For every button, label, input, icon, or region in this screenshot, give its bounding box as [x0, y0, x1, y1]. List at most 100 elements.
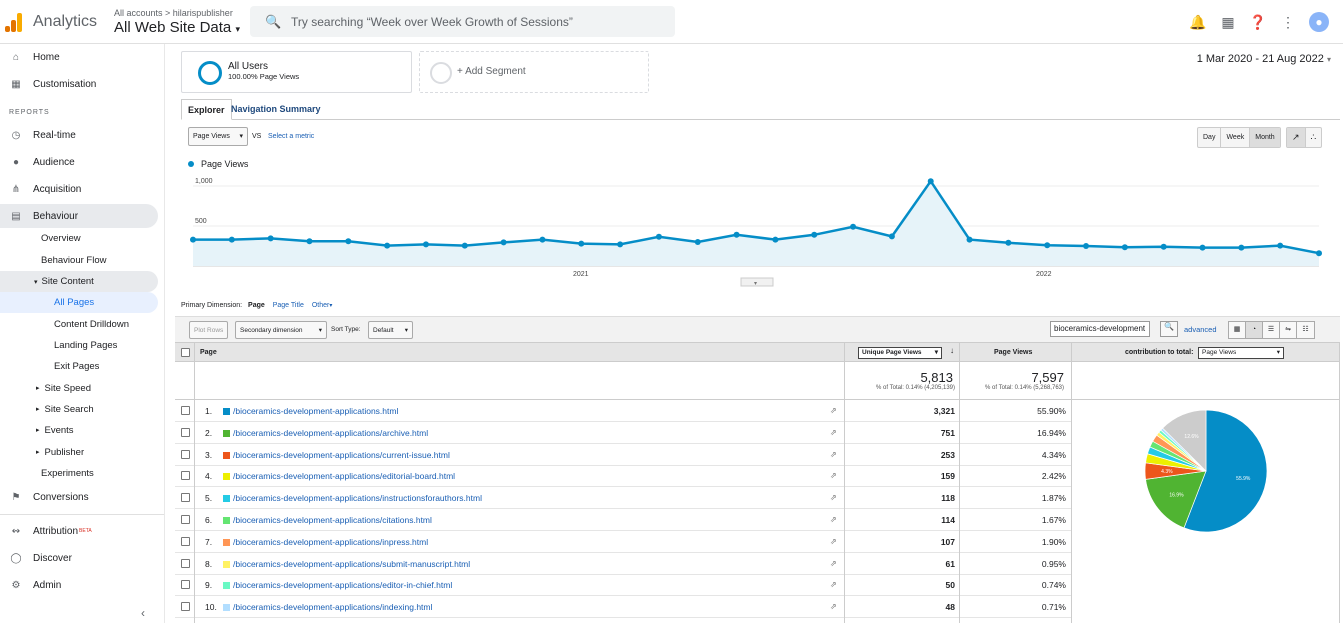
chart-point[interactable]	[1005, 239, 1012, 246]
chart-point[interactable]	[578, 240, 585, 247]
col-unique-page-views-select[interactable]: Unique Page Views ▾	[858, 347, 942, 359]
chart-point[interactable]	[811, 231, 818, 238]
chart-point[interactable]	[267, 235, 274, 242]
sidebar-item-realtime[interactable]: ◷ Real-time	[0, 124, 158, 146]
select-all-checkbox[interactable]	[181, 348, 190, 357]
col-page-header[interactable]: Page	[200, 349, 217, 356]
chart-point[interactable]	[1316, 250, 1322, 257]
open-external-link-icon[interactable]: ⇗	[830, 515, 837, 524]
open-external-link-icon[interactable]: ⇗	[830, 493, 837, 503]
row-page-link[interactable]: /bioceramics-development-applications/ci…	[233, 515, 432, 525]
open-external-link-icon[interactable]: ⇗	[830, 602, 837, 612]
chart-point[interactable]	[500, 239, 507, 246]
sidebar-item-exit-pages[interactable]: Exit Pages	[54, 360, 100, 372]
chart-point[interactable]	[850, 223, 857, 230]
open-external-link-icon[interactable]: ⇗	[830, 558, 837, 568]
tab-explorer[interactable]: Explorer	[181, 99, 232, 120]
sidebar-item-all-pages[interactable]: All Pages	[0, 292, 158, 313]
pie-slice[interactable]	[1145, 470, 1207, 529]
sidebar-item-behaviour[interactable]: ▤ Behaviour	[0, 204, 158, 228]
chart-point[interactable]	[888, 233, 895, 240]
segment-all-users[interactable]: All Users 100.00% Page Views	[181, 51, 412, 93]
sidebar-item-experiments[interactable]: Experiments	[41, 467, 94, 479]
sidebar-item-conversions[interactable]: ⚑ Conversions	[0, 486, 158, 508]
sidebar-item-content-drilldown[interactable]: Content Drilldown	[54, 318, 129, 330]
row-checkbox[interactable]	[181, 536, 190, 546]
chart-resize-handle[interactable]	[740, 277, 774, 287]
chart-point[interactable]	[1160, 243, 1167, 250]
chart-point[interactable]	[927, 178, 934, 185]
chart-point[interactable]	[1083, 243, 1090, 249]
sidebar-item-attribution[interactable]: ↭ Attribution BETA	[0, 520, 158, 542]
row-checkbox[interactable]	[181, 427, 190, 437]
sidebar-item-landing-pages[interactable]: Landing Pages	[54, 339, 118, 351]
pie-slice[interactable]	[1162, 409, 1207, 472]
chart-point[interactable]	[539, 236, 546, 243]
account-path[interactable]: All accounts > hilarispublisher	[114, 8, 233, 18]
row-page-link[interactable]: /bioceramics-development-applications.ht…	[233, 406, 399, 416]
sidebar-item-publisher[interactable]: ▸ Publisher	[36, 442, 84, 462]
motion-chart-icon[interactable]: ∴	[1310, 132, 1317, 142]
data-table-view-icon[interactable]: ▦	[1229, 322, 1246, 338]
row-checkbox[interactable]	[181, 449, 190, 459]
sidebar-item-acquisition[interactable]: ⋔ Acquisition	[0, 178, 158, 200]
open-external-link-icon[interactable]: ⇗	[830, 580, 837, 590]
performance-view-icon[interactable]: ☰	[1263, 322, 1280, 338]
open-external-link-icon[interactable]: ⇗	[830, 449, 837, 459]
chart-point[interactable]	[617, 241, 624, 248]
search-input[interactable]: 🔍 Try searching “Week over Week Growth o…	[250, 6, 675, 37]
account-selector[interactable]: All Web Site Data ▾	[114, 19, 240, 36]
comparison-view-icon[interactable]: ⇋	[1280, 322, 1297, 338]
sort-desc-arrow-icon[interactable]: ↓	[950, 346, 954, 355]
chart-point[interactable]	[461, 242, 468, 249]
chart-point[interactable]	[772, 236, 779, 243]
table-filter-input[interactable]: bioceramics-development	[1050, 321, 1150, 337]
chart-point[interactable]	[190, 236, 196, 243]
sidebar-item-admin[interactable]: ⚙ Admin	[0, 574, 158, 596]
sidebar-item-overview[interactable]: Overview	[41, 232, 81, 244]
row-page-link[interactable]: /bioceramics-development-applications/su…	[233, 558, 471, 569]
help-icon[interactable]: ❓	[1249, 13, 1267, 30]
chart-point[interactable]	[655, 233, 662, 240]
open-external-link-icon[interactable]: ⇗	[830, 427, 837, 437]
dimension-other[interactable]: Other	[311, 302, 330, 309]
chart-point[interactable]	[384, 242, 391, 249]
row-page-link[interactable]: /bioceramics-development-applications/cu…	[233, 449, 450, 460]
sort-type-select[interactable]: Default ▾	[368, 321, 413, 339]
month-button[interactable]: Month	[1250, 128, 1280, 147]
row-checkbox[interactable]	[181, 515, 190, 524]
advanced-filter-link[interactable]: advanced	[1184, 325, 1217, 334]
add-segment-button[interactable]: + Add Segment	[419, 51, 649, 93]
metric-select[interactable]: Page Views ▾	[188, 127, 248, 146]
select-metric-link[interactable]: Select a metric	[268, 133, 315, 140]
chart-point[interactable]	[1044, 242, 1051, 249]
tab-navigation-summary[interactable]: Navigation Summary	[231, 104, 321, 114]
collapse-sidebar-chevron-left-icon[interactable]: ‹	[141, 606, 145, 620]
chart-point[interactable]	[422, 241, 429, 248]
row-checkbox[interactable]	[181, 558, 190, 568]
pie-view-icon[interactable]: ◔	[1246, 322, 1263, 338]
open-external-link-icon[interactable]: ⇗	[830, 536, 837, 546]
date-range-picker[interactable]: 1 Mar 2020 - 21 Aug 2022 ▾	[1197, 53, 1331, 65]
pie-slice[interactable]	[1183, 409, 1268, 533]
dimension-page-title[interactable]: Page Title	[272, 302, 304, 309]
row-page-link[interactable]: /bioceramics-development-applications/ed…	[233, 471, 456, 482]
open-external-link-icon[interactable]: ⇗	[830, 471, 837, 481]
plot-rows-button[interactable]: Plot Rows	[189, 321, 229, 339]
pivot-view-icon[interactable]: ☷	[1302, 326, 1309, 333]
filter-search-icon[interactable]: 🔍	[1160, 321, 1178, 337]
row-checkbox[interactable]	[181, 493, 190, 503]
sidebar-item-audience[interactable]: ● Audience	[0, 151, 158, 173]
sidebar-item-site-speed[interactable]: ▸ Site Speed	[36, 378, 91, 398]
chart-point[interactable]	[1238, 244, 1245, 251]
avatar[interactable]: ●	[1309, 12, 1329, 32]
more-vert-icon[interactable]: ⋮	[1281, 13, 1295, 30]
sidebar-item-discover[interactable]: ◯ Discover	[0, 547, 158, 569]
apps-grid-icon[interactable]: ▦	[1221, 13, 1235, 30]
row-page-link[interactable]: /bioceramics-development-applications/in…	[233, 602, 433, 613]
row-page-link[interactable]: /bioceramics-development-applications/ed…	[233, 580, 453, 591]
open-external-link-icon[interactable]: ⇗	[830, 406, 837, 415]
chart-point[interactable]	[306, 238, 313, 245]
line-chart-icon[interactable]: ↗	[1287, 128, 1306, 147]
row-page-link[interactable]: /bioceramics-development-applications/ar…	[233, 427, 429, 438]
